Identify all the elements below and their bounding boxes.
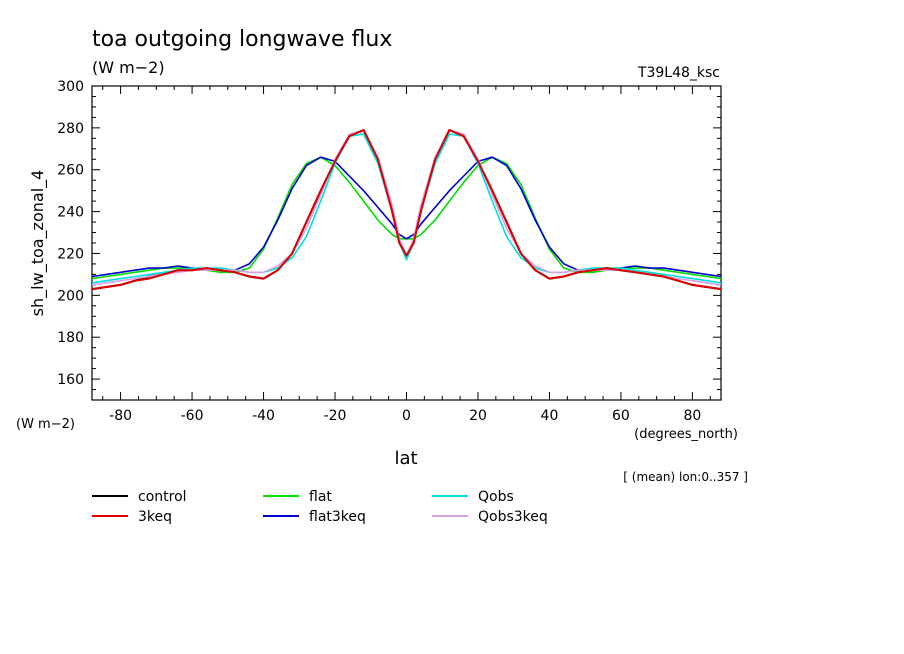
y-tick-label: 180	[57, 330, 84, 346]
chart-subtitle: (W m−2)	[92, 58, 165, 77]
x-tick-label: 40	[541, 408, 559, 424]
legend-label-flat3keq: flat3keq	[309, 509, 366, 525]
legend-label-control: control	[138, 489, 187, 505]
x-tick-label: 20	[469, 408, 487, 424]
x-axis-label: lat	[394, 448, 417, 469]
series-lines	[92, 129, 721, 291]
x-tick-label: -40	[252, 408, 275, 424]
x-tick-label: 60	[612, 408, 630, 424]
plot-frame	[91, 85, 722, 401]
chart-title: toa outgoing longwave flux	[92, 27, 392, 52]
series-line-qobs3keq	[92, 129, 721, 286]
x-axis-unit: (degrees_north)	[634, 427, 738, 442]
y-tick-label: 240	[57, 205, 84, 221]
x-tick-label: -80	[109, 408, 132, 424]
legend: control 3keq flat flat3keq Qobs Qobs3keq	[92, 489, 548, 525]
x-tick-label: 0	[402, 408, 411, 424]
x-tick-label: 80	[683, 408, 701, 424]
legend-label-qobs: Qobs	[478, 489, 514, 505]
y-axis-label: sh_lw_toa_zonal_4	[28, 170, 48, 317]
legend-label-flat: flat	[309, 489, 332, 505]
y-axis-unit: (W m−2)	[16, 417, 75, 432]
y-tick-label: 220	[57, 246, 84, 262]
x-axis: -80 -60 -40 -20 0 20 40 60 80	[102, 86, 711, 424]
legend-label-qobs3keq: Qobs3keq	[478, 509, 548, 525]
x-tick-label: -60	[181, 408, 204, 424]
y-tick-label: 160	[57, 372, 84, 388]
y-axis: 160 180 200 220 240 260 280 300	[57, 79, 721, 401]
y-tick-label: 300	[57, 79, 84, 95]
x-tick-label: -20	[324, 408, 347, 424]
series-line-3keq	[92, 129, 721, 291]
y-tick-label: 200	[57, 288, 84, 304]
series-line-qobs	[92, 133, 721, 284]
y-tick-label: 260	[57, 163, 84, 179]
y-tick-label: 280	[57, 121, 84, 137]
run-label: T39L48_ksc	[637, 65, 720, 81]
series-line-control	[92, 129, 721, 291]
footnote: [ (mean) lon:0..357 ]	[623, 470, 748, 484]
legend-label-3keq: 3keq	[138, 509, 172, 525]
